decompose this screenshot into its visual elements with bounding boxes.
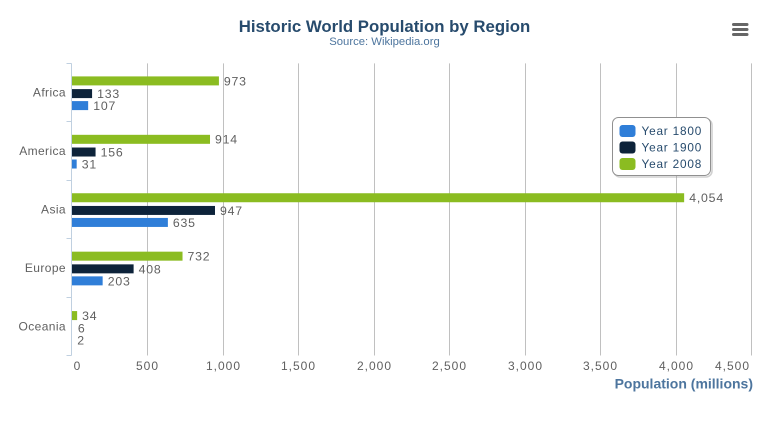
svg-text:2,500: 2,500 [432, 359, 467, 373]
svg-text:408: 408 [139, 262, 162, 276]
svg-text:3,000: 3,000 [508, 359, 543, 373]
svg-text:Population (millions): Population (millions) [615, 376, 753, 392]
svg-text:500: 500 [136, 359, 159, 373]
svg-text:1,000: 1,000 [206, 359, 241, 373]
svg-text:2,000: 2,000 [357, 359, 392, 373]
svg-text:0: 0 [74, 359, 81, 373]
svg-text:973: 973 [224, 74, 247, 88]
svg-text:Oceania: Oceania [19, 319, 67, 333]
svg-text:1,500: 1,500 [281, 359, 316, 373]
svg-text:America: America [19, 144, 66, 158]
svg-text:Year 2008: Year 2008 [642, 157, 703, 171]
svg-text:732: 732 [188, 250, 211, 264]
svg-text:4,054: 4,054 [689, 191, 724, 205]
svg-text:6: 6 [78, 322, 86, 336]
svg-text:947: 947 [220, 204, 243, 218]
svg-text:203: 203 [108, 274, 131, 288]
svg-text:Asia: Asia [41, 203, 66, 217]
svg-text:Year 1900: Year 1900 [642, 141, 703, 155]
svg-text:Historic World Population by R: Historic World Population by Region [239, 17, 531, 36]
svg-text:31: 31 [82, 157, 97, 171]
svg-text:4,500: 4,500 [715, 359, 750, 373]
svg-text:156: 156 [101, 145, 124, 159]
svg-text:Year 1800: Year 1800 [642, 124, 703, 138]
svg-text:2: 2 [77, 334, 85, 348]
svg-text:914: 914 [215, 133, 238, 147]
svg-text:107: 107 [93, 99, 116, 113]
svg-text:Source: Wikipedia.org: Source: Wikipedia.org [329, 36, 440, 48]
svg-text:4,000: 4,000 [659, 359, 694, 373]
svg-text:Africa: Africa [33, 86, 66, 100]
svg-text:34: 34 [82, 309, 97, 323]
svg-text:3,500: 3,500 [583, 359, 618, 373]
svg-text:133: 133 [97, 87, 120, 101]
svg-text:Europe: Europe [25, 261, 66, 275]
svg-text:635: 635 [173, 216, 196, 230]
